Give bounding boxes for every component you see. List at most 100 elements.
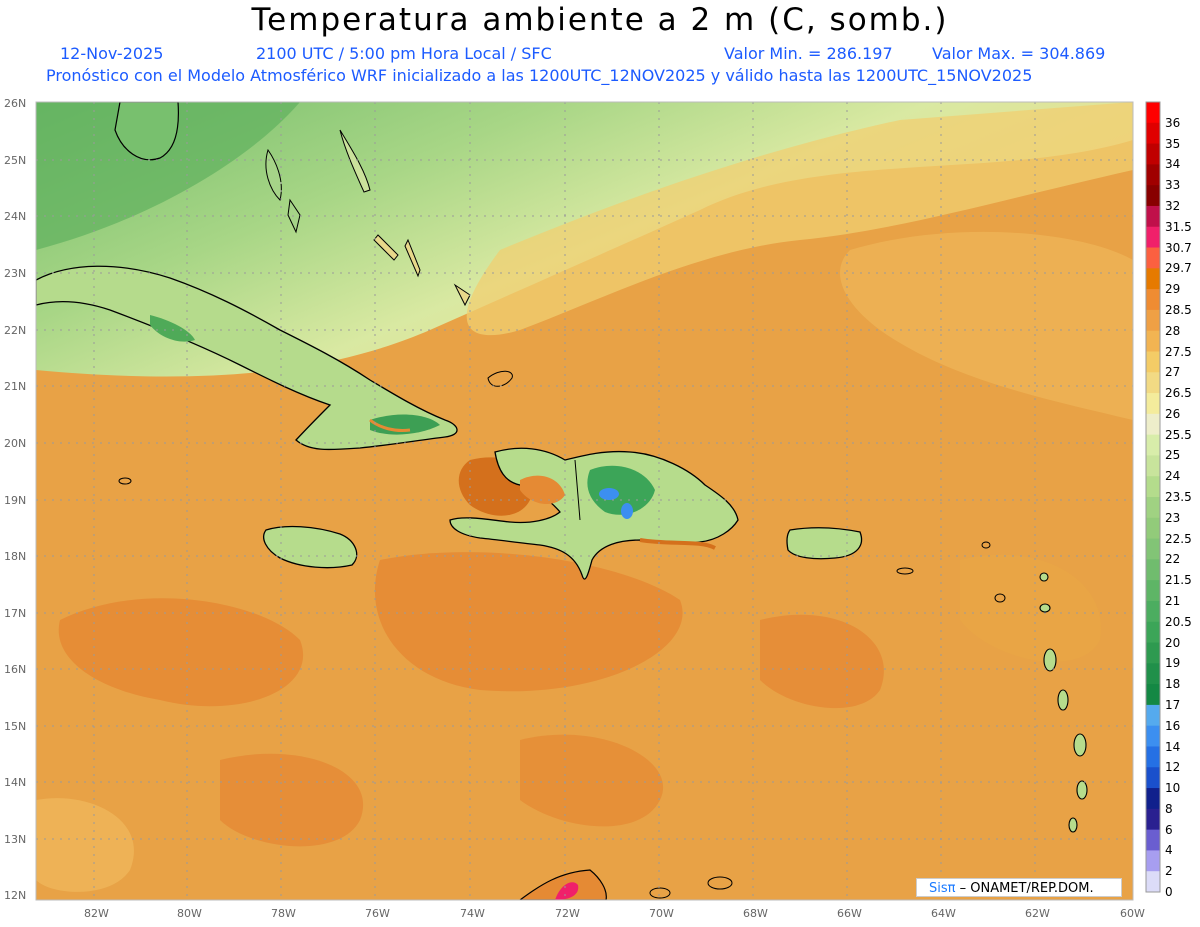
legend-swatch — [1146, 871, 1160, 893]
legend-label: 27 — [1165, 365, 1181, 380]
map-field — [36, 102, 1133, 900]
sispi-logo: Sisπ — [929, 881, 956, 896]
legend-label: 18 — [1165, 677, 1181, 692]
lon-label: 80W — [177, 907, 202, 920]
forecast-date: 12-Nov-2025 — [60, 44, 164, 63]
legend-label: 21 — [1165, 593, 1181, 608]
legend-label: 33 — [1165, 178, 1181, 193]
legend-label: 22 — [1165, 552, 1181, 567]
lat-label: 18N — [4, 550, 26, 563]
lat-label: 15N — [4, 720, 26, 733]
legend-label: 35 — [1165, 136, 1181, 151]
lat-label: 19N — [4, 494, 26, 507]
lat-label: 13N — [4, 833, 26, 846]
legend-swatch — [1146, 247, 1160, 269]
legend-label: 29.7 — [1165, 261, 1192, 276]
legend-swatch — [1146, 205, 1160, 228]
lat-label: 16N — [4, 663, 26, 676]
legend-label: 20.5 — [1165, 614, 1192, 629]
legend-label: 4 — [1165, 843, 1173, 858]
legend-swatch — [1146, 642, 1160, 664]
lat-label: 22N — [4, 324, 26, 337]
legend-swatch — [1146, 580, 1160, 602]
color-legend — [1145, 101, 1161, 893]
legend-label: 28.5 — [1165, 302, 1192, 317]
legend-label: 16 — [1165, 718, 1181, 733]
lat-label: 12N — [4, 889, 26, 902]
lat-label: 23N — [4, 267, 26, 280]
legend-swatch — [1146, 143, 1160, 165]
legend-label: 23.5 — [1165, 490, 1192, 504]
lat-label: 24N — [4, 210, 26, 223]
legend-swatch — [1146, 434, 1160, 456]
legend-swatch — [1146, 559, 1160, 581]
legend-swatch — [1146, 102, 1160, 124]
legend-swatch — [1146, 289, 1160, 311]
legend-swatch — [1146, 704, 1160, 727]
legend-label: 32 — [1165, 198, 1181, 213]
lon-label: 70W — [649, 907, 674, 920]
legend-label: 22.5 — [1165, 531, 1192, 546]
legend-swatch — [1146, 372, 1160, 394]
legend-label: 26.5 — [1165, 386, 1192, 401]
legend-label: 17 — [1165, 697, 1181, 712]
legend-swatch — [1146, 455, 1160, 477]
lat-label: 17N — [4, 607, 26, 620]
legend-label: 24 — [1165, 469, 1181, 484]
legend-swatch — [1146, 746, 1160, 768]
credit-text: – ONAMET/REP.DOM. — [955, 881, 1094, 896]
legend-label: 8 — [1165, 801, 1173, 816]
legend-label: 30.7 — [1165, 240, 1192, 255]
legend-label: 23 — [1165, 510, 1181, 525]
legend-label: 26 — [1165, 406, 1181, 421]
lat-label: 20N — [4, 437, 26, 450]
longitude-labels: 82W 80W 78W 76W 74W 72W 70W 68W 66W 64W … — [84, 907, 1145, 920]
legend-swatch — [1146, 829, 1160, 851]
legend-swatch — [1146, 538, 1160, 560]
legend-swatch — [1146, 226, 1160, 249]
legend-label: 10 — [1165, 781, 1181, 796]
legend-swatch — [1146, 476, 1160, 498]
legend-label: 34 — [1165, 157, 1181, 172]
legend-swatch — [1146, 684, 1160, 706]
lon-label: 68W — [743, 907, 768, 920]
legend-outline — [1145, 101, 1161, 893]
legend-label: 0 — [1165, 885, 1173, 899]
legend-swatch — [1146, 309, 1160, 332]
legend-label: 25 — [1165, 448, 1181, 463]
lat-label: 26N — [4, 97, 26, 110]
lon-label: 60W — [1120, 907, 1145, 920]
legend-swatch — [1146, 725, 1160, 747]
map-title: Temperatura ambiente a 2 m (C, somb.) — [251, 2, 949, 38]
lon-label: 62W — [1025, 907, 1050, 920]
legend-swatch — [1146, 268, 1160, 290]
lon-label: 66W — [837, 907, 862, 920]
legend-label: 14 — [1165, 739, 1181, 754]
legend-label: 12 — [1165, 760, 1181, 775]
lon-label: 64W — [931, 907, 956, 920]
lat-label: 14N — [4, 776, 26, 789]
legend-swatch — [1146, 497, 1160, 519]
legend-label: 29 — [1165, 282, 1181, 297]
latitude-labels: 26N 25N 24N 23N 22N 21N 20N 19N 18N 17N … — [4, 97, 26, 902]
legend-swatch — [1146, 767, 1160, 789]
legend-label: 27.5 — [1165, 344, 1192, 359]
legend-label: 20 — [1165, 635, 1181, 650]
legend-swatch — [1146, 185, 1160, 207]
legend-label: 6 — [1165, 822, 1173, 837]
min-value: Valor Min. = 286.197 — [724, 44, 893, 63]
lon-label: 74W — [460, 907, 485, 920]
legend-label: 25.5 — [1165, 427, 1192, 442]
lat-label: 21N — [4, 380, 26, 393]
grid-lines — [36, 102, 1133, 900]
legend-swatch — [1146, 393, 1160, 415]
lon-label: 78W — [271, 907, 296, 920]
legend-swatch — [1146, 164, 1160, 186]
lat-label: 25N — [4, 154, 26, 167]
legend-swatch — [1146, 663, 1160, 685]
legend-swatch — [1146, 850, 1160, 872]
legend-label: 21.5 — [1165, 573, 1192, 588]
legend-swatch — [1146, 788, 1160, 810]
legend-swatch — [1146, 600, 1160, 623]
